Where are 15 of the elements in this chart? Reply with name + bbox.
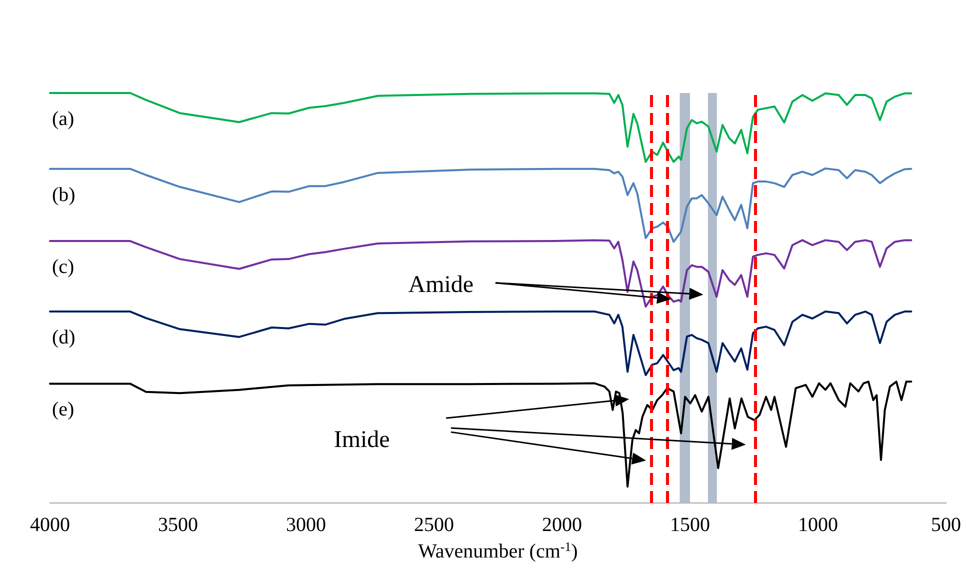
x-tick-label: 1500 xyxy=(670,514,710,536)
x-tick-label: 4000 xyxy=(30,514,70,536)
x-tick-label: 3000 xyxy=(286,514,326,536)
x-tick-label: 3500 xyxy=(158,514,198,536)
series-label: (e) xyxy=(52,398,74,421)
annotation: Imide xyxy=(334,426,390,453)
series-label: (a) xyxy=(52,108,74,130)
series-label: (b) xyxy=(52,184,76,206)
series-label: (c) xyxy=(52,256,74,278)
x-tick-label: 2000 xyxy=(542,514,582,536)
x-tick-label: 2500 xyxy=(414,514,454,536)
x-tick-label: 500 xyxy=(931,514,961,536)
annotation: Amide xyxy=(408,272,474,298)
series-label: (d) xyxy=(52,326,76,349)
x-tick-label: 1000 xyxy=(798,514,838,536)
